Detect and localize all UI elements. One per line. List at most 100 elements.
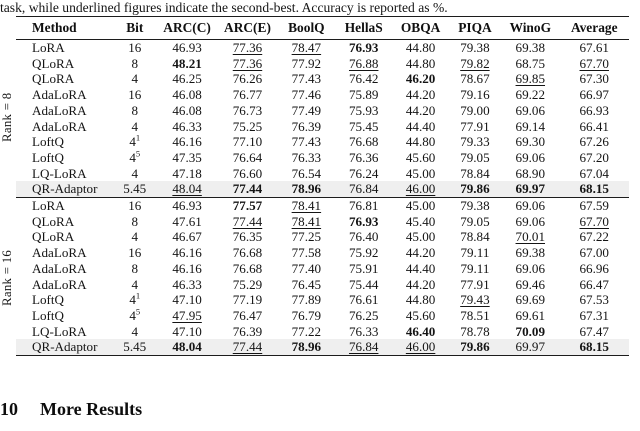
cell-bit: 4: [131, 276, 139, 292]
cell-winog: 69.69: [515, 292, 546, 308]
tbody-rank-8: LoRA 16 46.93 77.36 78.47 76.93 44.80 79.38 69.3…: [16, 40, 629, 198]
cell-winog: 69.06: [515, 102, 546, 118]
bit-superscript: 1: [135, 134, 141, 143]
section-heading: 10 More Results: [0, 399, 142, 420]
cell-method: LoftQ: [32, 134, 64, 150]
cell-average: 67.00: [579, 245, 609, 261]
cell-hellas: 76.68: [348, 134, 379, 150]
table-row: LQ-LoRA 4 47.10 76.39 77.22 76.33 46.40 78.78 70…: [16, 324, 629, 340]
bit-superscript: 1: [135, 292, 141, 301]
cell-average: 67.26: [579, 134, 609, 150]
cell-piqa: 79.38: [448, 197, 502, 214]
table-row: LoRA 16 46.93 77.57 78.41 76.81 45.00 79.38 69.0…: [16, 197, 629, 214]
cell-method: AdaLoRA: [32, 245, 87, 261]
cell-piqa: 79.38: [460, 40, 490, 55]
cell-average: 67.31: [579, 307, 609, 323]
cell-arc-e: 76.26: [232, 71, 263, 87]
cell-obqa: 46.00: [392, 181, 449, 198]
cell-bit: 8: [131, 213, 139, 229]
table-row: QLoRA 8 47.61 77.44 78.41 76.93 45.40 79.05 69.0…: [16, 214, 629, 230]
cell-hellas: 76.40: [348, 229, 379, 245]
cell-obqa: 44.80: [405, 40, 436, 55]
cell-obqa: 46.20: [405, 71, 436, 87]
cell-boolq: 76.79: [291, 307, 322, 323]
cell-winog: 68.75: [515, 55, 546, 71]
cell-arc-c: 48.21: [172, 55, 202, 71]
cell-obqa: 44.40: [405, 118, 436, 134]
table-row: LoRA 16 46.93 77.36 78.47 76.93 44.80 79.38 69.3…: [16, 40, 629, 56]
cell-bit: 4: [131, 323, 139, 339]
cell-bit: 45: [129, 149, 141, 165]
cell-arc-e: 77.57: [217, 197, 278, 214]
cell-obqa: 44.20: [405, 87, 436, 103]
cell-arc-c: 48.04: [156, 181, 218, 198]
cell-winog: 69.06: [515, 213, 546, 229]
cell-hellas: 76.81: [335, 197, 393, 214]
cell-method: QLoRA: [32, 229, 75, 245]
cell-hellas: 76.24: [348, 165, 379, 181]
cell-winog: 69.06: [515, 149, 546, 165]
cell-arc-e: 76.47: [232, 307, 263, 323]
cell-winog: 69.46: [515, 276, 546, 292]
cell-average: 68.15: [559, 339, 629, 357]
cell-winog: 69.30: [515, 134, 546, 150]
table-header: Method Bit ARC(C) ARC(E) BoolQ HellaS OB…: [16, 17, 629, 40]
cell-average: 67.53: [579, 292, 609, 308]
cell-winog: 69.14: [515, 118, 546, 134]
cell-average: 67.59: [559, 197, 629, 214]
table-row: LoftQ 41 46.16 77.10 77.43 76.68 44.80 79.33 69.…: [16, 134, 629, 150]
cell-arc-e: 77.10: [232, 134, 263, 150]
header-piqa: PIQA: [458, 20, 492, 35]
bit-superscript: 5: [135, 149, 141, 159]
cell-piqa: 79.11: [460, 260, 490, 276]
cell-method: AdaLoRA: [32, 87, 87, 103]
cell-arc-c: 46.25: [172, 71, 202, 87]
cell-piqa: 79.86: [448, 181, 502, 198]
cell-bit: 16: [128, 87, 142, 103]
cell-piqa: 78.51: [460, 307, 490, 323]
table-row: QLoRA 4 46.67 76.35 77.25 76.40 45.00 78.84 70.0…: [16, 229, 629, 245]
table-row: LoftQ 41 47.10 77.19 77.89 76.61 44.80 79.43 69.…: [16, 292, 629, 308]
header-method: Method: [32, 20, 77, 35]
cell-average: 67.61: [579, 40, 609, 55]
cell-winog: 70.09: [515, 323, 546, 339]
cell-hellas: 76.25: [348, 307, 379, 323]
section-title: More Results: [40, 399, 143, 419]
cell-hellas: 76.33: [348, 323, 379, 339]
cell-arc-c: 46.67: [172, 229, 202, 245]
cell-piqa: 79.33: [460, 134, 490, 150]
cell-hellas: 76.88: [348, 55, 379, 71]
cell-arc-e: 77.44: [232, 213, 263, 229]
header-hellas: HellaS: [344, 20, 383, 35]
cell-winog: 70.01: [515, 229, 546, 245]
table-row: QR-Adaptor 5.45 48.04 77.44 78.96 76.84 46.00 7…: [16, 181, 629, 198]
cell-winog: 69.06: [515, 260, 546, 276]
cell-boolq: 77.89: [291, 292, 322, 308]
cell-bit: 45: [129, 307, 141, 323]
cell-bit: 16: [112, 197, 157, 214]
cell-method: LoftQ: [32, 292, 64, 308]
cell-arc-c: 46.33: [172, 276, 202, 292]
cell-obqa: 44.80: [405, 55, 436, 71]
cell-hellas: 76.93: [348, 40, 379, 55]
cell-boolq: 77.40: [291, 260, 322, 276]
cell-hellas: 75.45: [348, 118, 379, 134]
cell-arc-c: 47.10: [172, 323, 202, 339]
cell-boolq: 77.92: [291, 55, 322, 71]
cell-obqa: 46.00: [392, 339, 449, 357]
cell-piqa: 79.43: [460, 292, 490, 308]
table-row: LoftQ 45 47.95 76.47 76.79 76.25 45.60 78.51 69.…: [16, 308, 629, 324]
cell-method: LoRA: [32, 40, 65, 55]
cell-boolq: 76.33: [291, 149, 322, 165]
table-row: AdaLoRA 4 46.33 75.25 76.39 75.45 44.40 77.91 69…: [16, 119, 629, 135]
cell-average: 67.47: [579, 323, 609, 339]
cell-hellas: 75.93: [348, 102, 379, 118]
cell-hellas: 76.84: [335, 339, 393, 357]
cell-arc-e: 76.60: [232, 165, 263, 181]
bit-superscript: 5: [135, 307, 141, 317]
cell-bit: 8: [131, 260, 139, 276]
cell-obqa: 44.40: [405, 260, 436, 276]
header-winog: WinoG: [509, 20, 551, 35]
cell-hellas: 75.92: [348, 245, 379, 261]
cell-arc-e: 77.36: [232, 55, 263, 71]
